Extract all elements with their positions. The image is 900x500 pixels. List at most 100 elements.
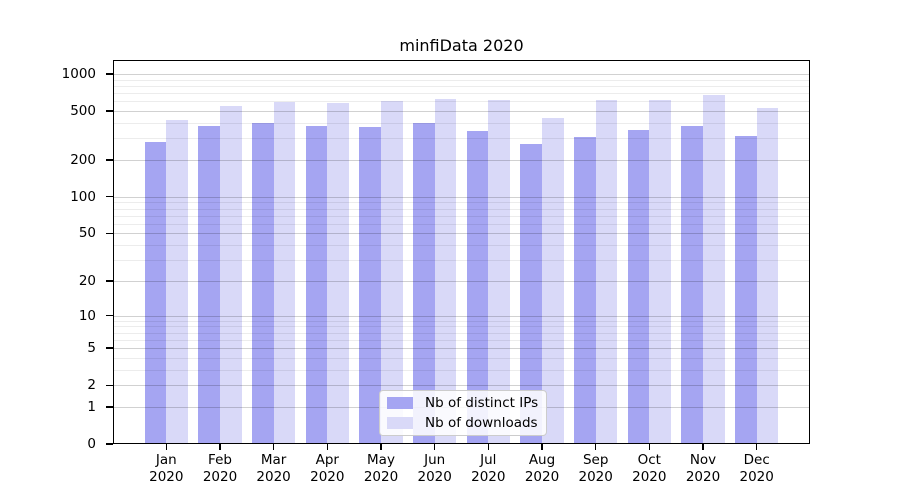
x-tick-mark-jan <box>165 444 167 450</box>
y-tick-mark-5 <box>106 347 113 349</box>
x-tick-mark-apr <box>326 444 328 450</box>
bar-distinct-ips-may <box>359 127 381 444</box>
y-tick-label-2: 2 <box>87 377 96 394</box>
gridline-200 <box>113 160 810 161</box>
gridline-2 <box>113 385 810 387</box>
y-tick-label-20: 20 <box>78 272 96 289</box>
gridline-80 <box>113 208 810 210</box>
gridline-700 <box>113 93 810 95</box>
bar-downloads-feb <box>220 106 242 444</box>
gridline-90 <box>113 202 810 204</box>
bar-distinct-ips-mar <box>251 122 274 444</box>
x-tick-mark-jul <box>487 444 489 450</box>
gridline-300 <box>113 138 810 140</box>
gridline-30 <box>113 260 810 262</box>
y-tick-mark-200 <box>106 159 113 161</box>
y-tick-mark-1 <box>106 406 113 408</box>
x-tick-label-apr: Apr 2020 <box>310 452 345 485</box>
y-tick-mark-0 <box>106 443 113 445</box>
bar-downloads-jul <box>488 100 511 444</box>
gridline-7 <box>113 332 810 334</box>
x-tick-mark-sep <box>595 444 597 450</box>
x-tick-mark-dec <box>756 444 758 450</box>
x-tick-mark-feb <box>219 444 221 450</box>
y-tick-label-1: 1 <box>87 398 96 415</box>
y-tick-mark-10 <box>106 314 113 317</box>
bar-downloads-dec <box>756 107 779 444</box>
bar-distinct-ips-dec <box>734 136 757 444</box>
gridline-100 <box>113 196 810 198</box>
bar-distinct-ips-jul <box>466 131 489 444</box>
x-tick-label-nov: Nov 2020 <box>685 452 721 485</box>
gridline-3 <box>113 369 810 371</box>
y-tick-mark-1000 <box>106 73 113 75</box>
x-tick-mark-nov <box>702 444 704 450</box>
x-tick-mark-aug <box>541 444 543 450</box>
gridline-5 <box>113 348 810 349</box>
x-tick-label-sep: Sep 2020 <box>578 452 613 485</box>
gridline-20 <box>113 280 810 282</box>
legend-swatch-distinct-ips <box>387 397 413 409</box>
x-tick-label-feb: Feb 2020 <box>202 452 238 485</box>
x-tick-label-mar: Mar 2020 <box>256 452 291 485</box>
legend-label-distinct-ips: Nb of distinct IPs <box>425 395 539 411</box>
bar-downloads-may <box>381 101 403 444</box>
x-tick-mark-oct <box>648 444 650 450</box>
gridline-6 <box>113 339 810 341</box>
x-tick-label-jun: Jun 2020 <box>417 452 452 485</box>
bar-distinct-ips-aug <box>520 144 542 444</box>
gridline-800 <box>113 85 810 87</box>
gridline-70 <box>113 215 810 217</box>
y-tick-label-50: 50 <box>78 225 96 242</box>
x-tick-mark-mar <box>272 444 275 450</box>
y-tick-label-5: 5 <box>87 340 96 356</box>
legend-swatch-downloads <box>387 417 413 429</box>
gridline-8 <box>113 326 810 328</box>
y-tick-label-0: 0 <box>87 436 96 452</box>
legend-label-downloads: Nb of downloads <box>425 415 538 431</box>
bar-downloads-nov <box>703 95 725 444</box>
gridline-10 <box>113 315 810 317</box>
chart-title: minfiData 2020 <box>399 36 524 55</box>
gridline-400 <box>113 123 810 124</box>
x-tick-mark-jun <box>434 444 436 450</box>
bar-distinct-ips-jan <box>144 141 167 444</box>
bar-distinct-ips-nov <box>681 126 703 444</box>
gridline-60 <box>113 223 810 225</box>
legend-item-downloads: Nb of downloads <box>387 413 539 433</box>
gridline-1000 <box>113 74 810 75</box>
bar-downloads-jun <box>434 99 457 444</box>
y-tick-mark-2 <box>106 384 113 386</box>
y-tick-label-100: 100 <box>70 188 96 205</box>
gridline-50 <box>113 233 810 235</box>
x-tick-label-oct: Oct 2020 <box>632 452 667 485</box>
bar-distinct-ips-apr <box>305 126 328 444</box>
gridline-4 <box>113 357 810 359</box>
gridline-40 <box>113 245 810 247</box>
bar-downloads-sep <box>595 100 618 444</box>
x-tick-label-may: May 2020 <box>363 452 399 485</box>
bar-distinct-ips-sep <box>573 136 596 444</box>
bar-downloads-mar <box>273 102 296 444</box>
bar-downloads-apr <box>327 102 350 444</box>
y-tick-label-200: 200 <box>70 152 96 168</box>
legend: Nb of distinct IPs Nb of downloads <box>379 390 547 436</box>
x-tick-label-dec: Dec 2020 <box>739 452 774 485</box>
y-tick-mark-20 <box>106 280 113 282</box>
y-tick-mark-50 <box>106 232 113 235</box>
bar-distinct-ips-jun <box>412 122 435 444</box>
gridline-600 <box>113 101 810 103</box>
gridline-9 <box>113 320 810 322</box>
x-tick-label-jan: Jan 2020 <box>149 452 184 485</box>
y-tick-mark-100 <box>106 196 113 198</box>
y-tick-label-10: 10 <box>78 307 96 324</box>
x-tick-mark-may <box>380 444 382 450</box>
plot-area: Nb of distinct IPs Nb of downloads 0 1 2 5 1… <box>62 60 810 485</box>
bar-downloads-jan <box>166 120 189 444</box>
x-tick-label-jul: Jul 2020 <box>471 452 506 485</box>
gridline-900 <box>113 79 810 81</box>
bar-downloads-aug <box>542 118 564 444</box>
bar-downloads-oct <box>649 100 672 444</box>
y-tick-mark-500 <box>106 110 113 112</box>
